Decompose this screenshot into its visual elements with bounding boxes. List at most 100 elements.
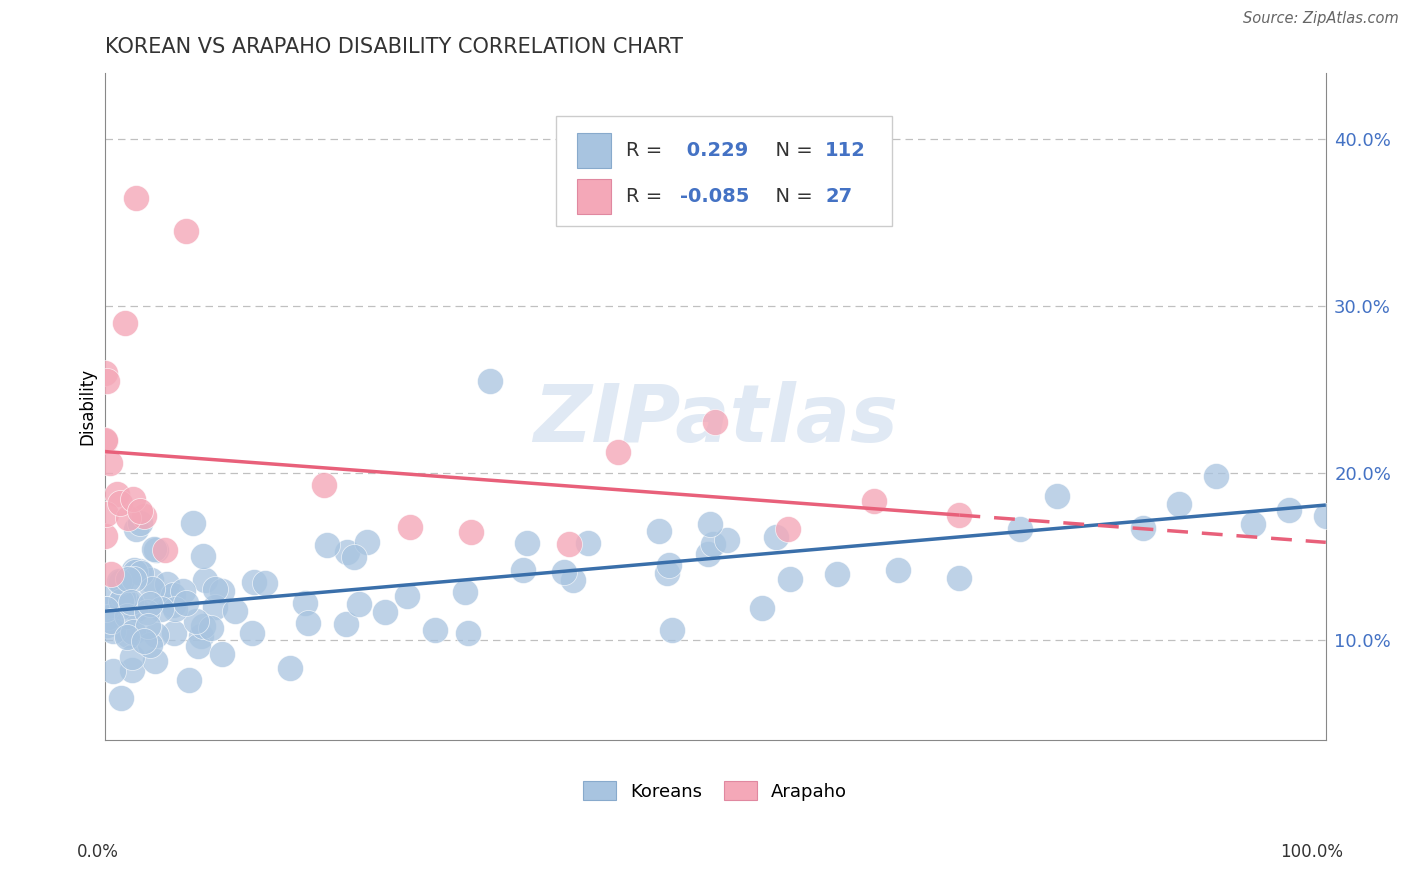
Point (145, 654, 167, 668)
Point (149, 601, 172, 615)
Point (136, 619, 159, 633)
Point (779, 572, 801, 586)
Point (105, 486, 128, 500)
Text: ZIPatlas: ZIPatlas (533, 381, 897, 458)
Point (1010, 522, 1032, 536)
Point (1315, 509, 1337, 524)
Point (96, 618, 118, 632)
Text: 112: 112 (825, 141, 866, 161)
Point (423, 623, 446, 637)
Point (751, 601, 773, 615)
Point (129, 504, 152, 518)
Point (94, 529, 117, 543)
Point (124, 191, 146, 205)
FancyBboxPatch shape (578, 134, 612, 169)
Point (141, 582, 163, 597)
Point (278, 661, 301, 675)
Point (576, 536, 599, 550)
Point (121, 492, 143, 507)
Text: R =: R = (626, 186, 668, 206)
Point (129, 516, 152, 530)
Point (655, 566, 678, 580)
Point (121, 663, 143, 677)
Point (122, 625, 145, 640)
Point (136, 605, 159, 619)
Point (948, 508, 970, 523)
Point (162, 588, 184, 602)
Point (457, 626, 479, 640)
Point (562, 573, 585, 587)
Point (399, 520, 422, 534)
Point (156, 589, 179, 603)
Point (887, 563, 910, 577)
Point (191, 549, 214, 563)
Point (211, 647, 233, 661)
Point (100, 614, 122, 628)
Point (190, 629, 212, 643)
Text: 27: 27 (825, 186, 852, 206)
Point (204, 599, 226, 614)
Point (97, 610, 120, 624)
Point (110, 594, 132, 608)
Point (297, 616, 319, 631)
Point (160, 593, 183, 607)
Point (186, 614, 208, 628)
Point (1132, 521, 1154, 535)
Point (120, 595, 142, 609)
Legend: Koreans, Arapaho: Koreans, Arapaho (576, 774, 855, 808)
Point (374, 606, 396, 620)
Point (1241, 516, 1264, 531)
Point (177, 673, 200, 687)
Point (194, 573, 217, 587)
Point (1278, 503, 1301, 517)
Point (94, 366, 117, 380)
Point (702, 536, 724, 550)
Point (204, 582, 226, 596)
Point (125, 522, 148, 536)
Point (112, 590, 135, 604)
Point (114, 316, 136, 330)
Point (243, 574, 266, 589)
Point (478, 375, 501, 389)
Point (155, 542, 177, 557)
Text: R =: R = (626, 141, 668, 161)
Point (129, 566, 152, 580)
Point (124, 565, 146, 579)
Point (347, 597, 370, 611)
Point (100, 567, 122, 582)
Point (110, 575, 132, 590)
Point (134, 634, 156, 648)
Point (335, 545, 357, 559)
Text: 0.0%: 0.0% (77, 843, 120, 861)
Point (1168, 496, 1191, 510)
Text: 0.229: 0.229 (679, 141, 748, 161)
Point (93, 433, 115, 447)
Point (193, 619, 215, 633)
Text: N =: N = (763, 186, 818, 206)
Point (696, 547, 718, 561)
Point (174, 596, 197, 610)
Point (96, 375, 118, 389)
Point (96, 591, 118, 606)
Point (335, 617, 357, 632)
Point (174, 224, 197, 238)
Point (294, 596, 316, 610)
Point (356, 535, 378, 549)
Point (765, 530, 787, 544)
Point (115, 630, 138, 644)
Point (163, 625, 186, 640)
Point (94, 602, 117, 616)
Point (553, 566, 575, 580)
Point (125, 602, 148, 616)
Point (863, 494, 886, 508)
Point (224, 604, 246, 618)
Point (124, 563, 146, 577)
Point (704, 416, 727, 430)
Point (103, 624, 125, 638)
Point (103, 664, 125, 678)
Point (108, 496, 131, 510)
Point (97, 607, 120, 622)
Point (254, 575, 277, 590)
Point (778, 522, 800, 536)
Point (314, 477, 336, 491)
